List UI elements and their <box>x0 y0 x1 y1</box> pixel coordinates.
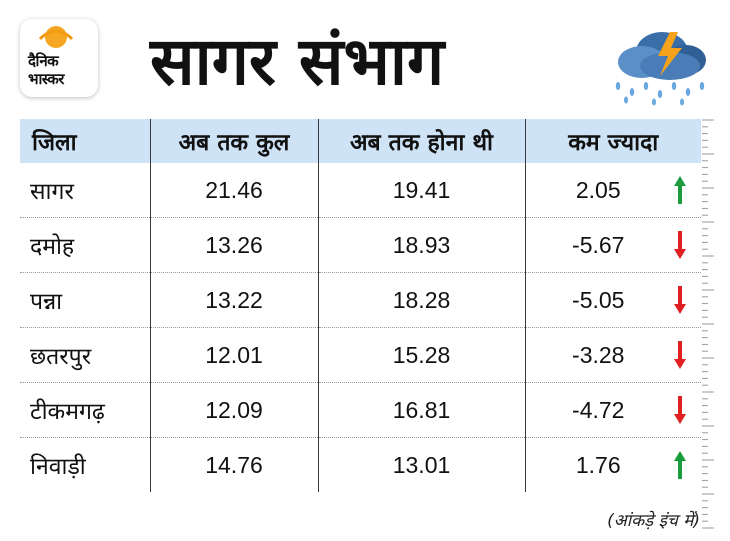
table-row: निवाड़ी 14.76 13.01 1.76 <box>20 437 701 492</box>
decorative-ruler <box>702 119 714 529</box>
expected-cell: 13.01 <box>317 437 525 492</box>
table-row: सागर 21.46 19.41 2.05 <box>20 163 701 218</box>
dainik-bhaskar-logo: दैनिक भास्कर <box>20 19 98 97</box>
arrow-down-icon <box>674 286 686 314</box>
difference-cell: -3.28 <box>524 327 701 383</box>
expected-cell: 18.28 <box>317 272 525 328</box>
storm-cloud-rain-icon <box>615 32 706 106</box>
logo-line-2: भास्कर <box>28 70 64 88</box>
district-cell: दमोह <box>20 217 150 273</box>
district-cell: सागर <box>30 179 74 205</box>
total-cell: 13.26 <box>149 217 318 273</box>
unit-footnote: (आंकड़े इंच में) <box>607 511 700 531</box>
rainfall-table: जिला अब तक कुल अब तक होना थी कम ज्यादा स… <box>20 119 701 492</box>
difference-cell: 2.05 <box>524 163 701 218</box>
difference-value: 2.05 <box>575 176 621 203</box>
total-cell: 12.09 <box>149 382 318 438</box>
header-difference: कम ज्यादा <box>524 119 701 163</box>
arrow-up-icon <box>674 451 686 479</box>
district-cell: पन्ना <box>20 272 150 328</box>
district-cell: टीकमगढ़ <box>20 382 150 438</box>
district-cell: निवाड़ी <box>20 437 150 492</box>
table-row: छतरपुर 12.01 15.28 -3.28 <box>20 327 701 383</box>
total-cell: 21.46 <box>149 163 318 218</box>
expected-cell: 18.93 <box>317 217 525 273</box>
header-district: जिला <box>20 119 150 163</box>
difference-cell: -5.05 <box>524 272 701 328</box>
difference-cell: 1.76 <box>524 437 701 492</box>
logo-sun-icon <box>38 26 74 48</box>
expected-cell: 16.81 <box>317 382 525 438</box>
difference-value: -5.67 <box>572 231 625 258</box>
header-total: अब तक कुल <box>149 119 318 163</box>
arrow-down-icon <box>674 231 686 259</box>
expected-cell: 15.28 <box>317 327 525 383</box>
district-cell: छतरपुर <box>20 327 150 383</box>
difference-value: 1.76 <box>575 451 621 478</box>
expected-cell: 19.41 <box>317 163 525 218</box>
difference-cell: -5.67 <box>524 217 701 273</box>
table-row: पन्ना 13.22 18.28 -5.05 <box>20 272 701 328</box>
total-cell: 14.76 <box>149 437 318 492</box>
difference-value: -3.28 <box>572 341 625 368</box>
page-title: सागर संभाग <box>150 23 445 100</box>
table-header-row: जिला अब तक कुल अब तक होना थी कम ज्यादा <box>20 119 701 163</box>
total-cell: 12.01 <box>149 327 318 383</box>
logo-line-1: दैनिक <box>28 52 59 70</box>
arrow-up-icon <box>674 176 686 204</box>
difference-value: -4.72 <box>572 396 625 423</box>
header-expected: अब तक होना थी <box>317 119 525 163</box>
table-row: टीकमगढ़ 12.09 16.81 -4.72 <box>20 382 701 438</box>
difference-cell: -4.72 <box>524 382 701 438</box>
total-cell: 13.22 <box>149 272 318 328</box>
difference-value: -5.05 <box>572 286 625 313</box>
arrow-down-icon <box>674 341 686 369</box>
table-row: दमोह 13.26 18.93 -5.67 <box>20 217 701 273</box>
arrow-down-icon <box>674 396 686 424</box>
